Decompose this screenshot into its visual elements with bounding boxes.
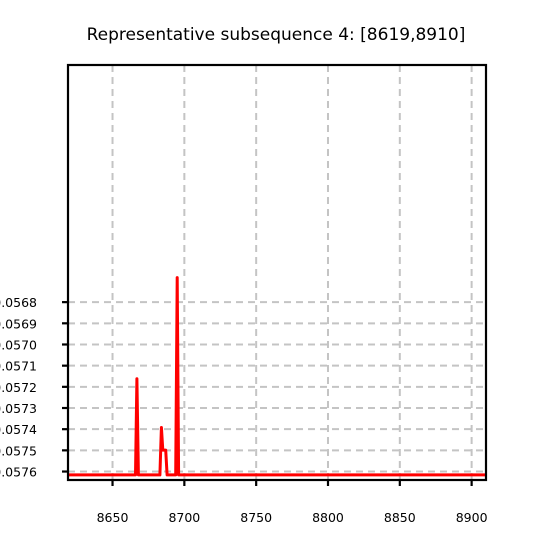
- x-tick-label: 8900: [456, 510, 488, 525]
- y-tick-label: -0.0576: [0, 465, 37, 480]
- x-tick-label: 8800: [312, 510, 344, 525]
- y-tick-label: -0.0569: [0, 316, 37, 331]
- plot-frame: [66, 63, 488, 482]
- grid: [68, 65, 486, 480]
- x-tick-label: 8750: [240, 510, 272, 525]
- x-tick-label: 8650: [97, 510, 129, 525]
- y-tick-label: -0.0573: [0, 401, 37, 416]
- y-tick-label: -0.0574: [0, 422, 37, 437]
- y-tick-label: -0.0575: [0, 443, 37, 458]
- series-layer: [68, 276, 486, 477]
- x-tick-label: 8700: [168, 510, 200, 525]
- y-tick-label: -0.0570: [0, 337, 37, 352]
- x-tick-label: 8850: [384, 510, 416, 525]
- y-tick-label: -0.0571: [0, 359, 37, 374]
- y-tick-label: -0.0572: [0, 380, 37, 395]
- y-axis: -0.0568 -0.0569 -0.0570 -0.0571 -0.0572 -0.05…: [0, 295, 68, 480]
- x-axis: 8650 8700 8750 8800 8850 8900: [97, 480, 488, 525]
- series-line: [68, 276, 486, 477]
- y-tick-label: -0.0568: [0, 295, 37, 310]
- chart-title: Representative subsequence 4: [8619,8910…: [87, 25, 466, 45]
